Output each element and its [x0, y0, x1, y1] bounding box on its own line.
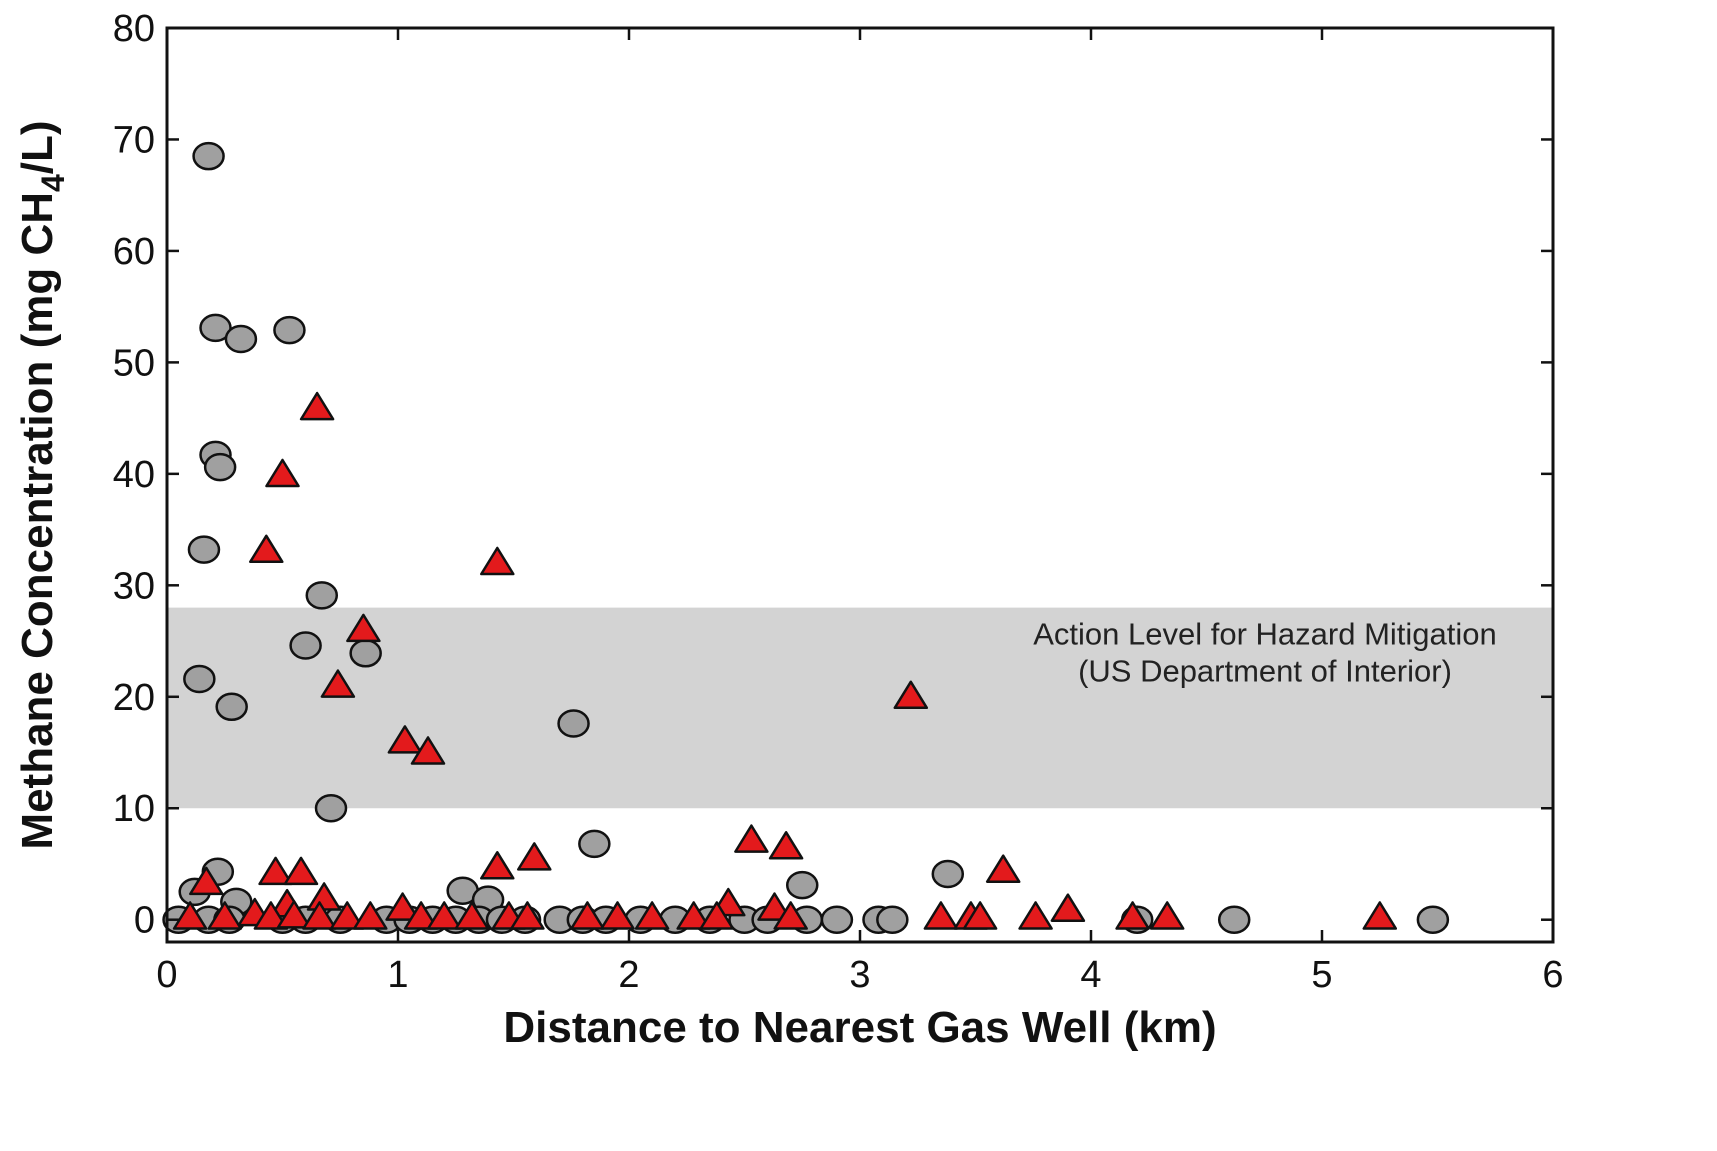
y-tick-label: 20: [113, 677, 155, 719]
triangle-point: [385, 892, 420, 921]
triangle-point: [189, 866, 224, 896]
y-tick-label: 30: [113, 565, 155, 607]
y-tick-label: 80: [113, 8, 155, 50]
triangle-point: [258, 856, 293, 886]
triangle-point: [480, 546, 515, 576]
y-tick-label: 40: [113, 454, 155, 496]
y-axis-label: Methane Concentration (mg CH4/L): [13, 120, 71, 849]
action-level-band: Action Level for Hazard Mitigation(US De…: [167, 607, 1553, 809]
triangle-point: [962, 901, 998, 930]
action-level-band-fill: [167, 607, 1553, 809]
triangle-point: [410, 736, 446, 765]
triangle-point: [329, 901, 365, 930]
circle-point: [215, 692, 248, 722]
triangle-point: [699, 901, 735, 930]
y-tick-label: 60: [113, 231, 155, 273]
triangle-point: [265, 458, 300, 488]
circle-point: [314, 793, 348, 823]
x-tick-label: 5: [1311, 954, 1332, 996]
circle-point: [1416, 905, 1450, 934]
triangle-point: [517, 842, 552, 871]
x-tick-label: 0: [156, 954, 177, 996]
triangle-point: [403, 901, 439, 930]
triangle-point: [454, 901, 490, 930]
triangle-point: [302, 901, 337, 930]
x-tick-label: 3: [849, 954, 870, 996]
circle-point: [203, 452, 237, 482]
circle-point: [289, 631, 322, 660]
triangle-point: [734, 824, 769, 853]
circle-point: [187, 535, 221, 564]
circle-point: [305, 581, 339, 610]
circle-point: [876, 905, 909, 934]
triangle-point: [426, 901, 462, 930]
circle-point: [931, 859, 965, 889]
triangle-point: [1362, 901, 1398, 930]
x-tick-label: 6: [1542, 954, 1563, 996]
y-tick-label: 10: [113, 788, 155, 830]
triangle-point: [570, 901, 605, 930]
circle-point: [273, 315, 306, 345]
triangle-point: [320, 669, 356, 698]
triangle-point: [276, 900, 312, 929]
triangle-point: [510, 901, 545, 930]
circle-point: [557, 709, 590, 738]
triangle-point: [346, 613, 381, 643]
triangle-point: [985, 854, 1021, 883]
y-axis-ticks: 0 10 20 30 40 50 60 70 80: [113, 8, 1553, 942]
circle-point: [786, 870, 819, 900]
triangle-point: [1115, 901, 1150, 930]
circle-point: [192, 141, 225, 171]
triangle-point: [353, 901, 388, 930]
circle-point: [1217, 905, 1251, 934]
triangle-point: [773, 901, 808, 930]
triangle-point: [172, 901, 208, 930]
x-tick-label: 1: [387, 954, 408, 996]
y-axis-label-subscript: 4: [35, 174, 71, 192]
band-label-line1: Action Level for Hazard Mitigation: [1033, 617, 1497, 652]
band-label-line2: (US Department of Interior): [1078, 654, 1452, 689]
triangle-point: [1050, 893, 1086, 922]
triangle-point: [480, 851, 515, 880]
triangle-point: [600, 901, 635, 930]
x-axis-ticks: 0 1 2 3 4 5 6: [156, 28, 1564, 996]
triangle-point: [757, 892, 792, 921]
triangle-point: [207, 901, 243, 930]
triangle-point: [1018, 901, 1053, 930]
circle-point: [578, 829, 611, 859]
circle-point: [183, 664, 216, 694]
circle-point: [199, 313, 232, 343]
x-tick-label: 4: [1080, 954, 1101, 996]
triangle-point: [299, 391, 335, 421]
triangle-point: [634, 901, 670, 930]
x-axis-label: Distance to Nearest Gas Well (km): [503, 1003, 1216, 1052]
y-axis-label-main: Methane Concentration (mg CH: [13, 192, 62, 850]
triangle-point: [249, 534, 284, 564]
y-tick-label: 0: [134, 900, 155, 942]
triangle-point: [253, 901, 289, 930]
triangle-point: [676, 901, 711, 930]
triangle-point: [283, 856, 319, 886]
triangle-point: [1149, 901, 1185, 930]
y-axis-label-suffix: /L): [13, 120, 62, 174]
triangle-point: [923, 901, 959, 930]
triangle-point: [387, 725, 423, 754]
data-points: [162, 141, 1450, 934]
circle-point: [349, 639, 382, 668]
triangle-point: [768, 831, 804, 860]
circle-point: [820, 905, 854, 934]
y-tick-label: 50: [113, 342, 155, 384]
circle-point: [224, 324, 258, 354]
y-tick-label: 70: [113, 119, 155, 161]
x-tick-label: 2: [618, 954, 639, 996]
triangle-point: [893, 680, 929, 710]
